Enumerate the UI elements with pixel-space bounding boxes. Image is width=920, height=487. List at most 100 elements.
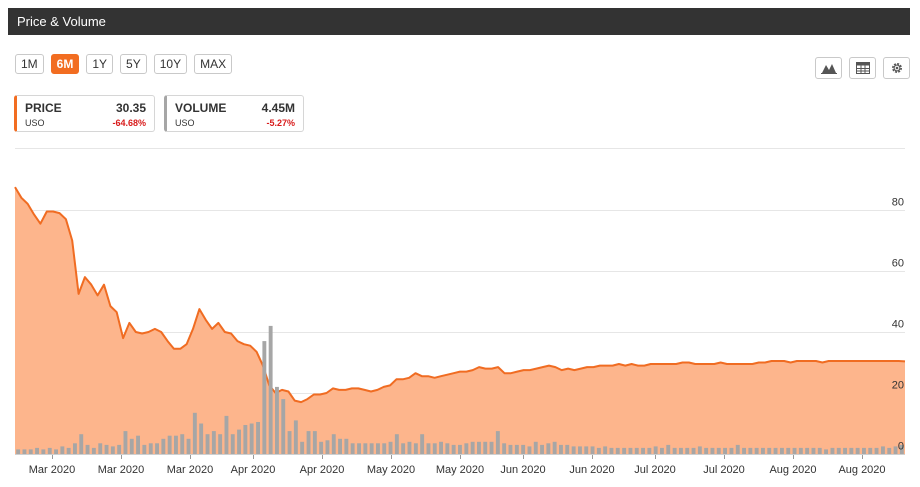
price-legend[interactable]: PRICE 30.35 USO -64.68% — [14, 95, 155, 132]
range-button-6m[interactable]: 6M — [50, 54, 80, 74]
volume-bar — [679, 447, 683, 454]
volume-bar — [773, 447, 778, 454]
volume-bar — [641, 447, 645, 454]
volume-bar — [47, 447, 52, 454]
volume-bar — [470, 441, 475, 454]
chart-type-button[interactable] — [815, 57, 842, 79]
volume-bar — [237, 429, 241, 454]
volume-bar — [413, 443, 418, 454]
x-tick-label: Apr 2020 — [300, 464, 345, 476]
volume-bar — [798, 447, 803, 454]
data-table-button[interactable] — [849, 57, 876, 79]
panel-title: Price & Volume — [17, 14, 106, 29]
volume-bar — [117, 444, 122, 454]
volume-bar — [129, 438, 134, 455]
volume-bar — [401, 443, 406, 454]
volume-bar — [388, 441, 393, 454]
volume-bar — [521, 444, 526, 454]
x-tick-label: Jul 2020 — [703, 464, 745, 476]
volume-bar — [735, 444, 740, 454]
volume-bar — [767, 447, 772, 454]
volume-bar — [477, 441, 481, 454]
volume-bar — [628, 447, 633, 454]
volume-bar — [805, 447, 810, 454]
volume-bar — [754, 447, 759, 454]
volume-bar — [338, 438, 342, 455]
volume-bar — [685, 447, 690, 454]
volume-bar — [155, 443, 159, 454]
volume-bar — [104, 444, 109, 454]
volume-bar — [761, 447, 765, 454]
volume-bar — [887, 447, 892, 454]
volume-bar — [41, 449, 46, 454]
y-tick-label: 0 — [898, 441, 904, 453]
volume-bar — [243, 425, 248, 454]
x-tick-label: May 2020 — [436, 464, 484, 476]
y-tick-label: 80 — [892, 197, 904, 209]
volume-bar — [287, 431, 292, 454]
volume-bar — [786, 447, 791, 454]
volume-legend[interactable]: VOLUME 4.45M USO -5.27% — [164, 95, 304, 132]
volume-bar — [16, 449, 21, 454]
volume-bar — [420, 434, 425, 454]
volume-bar — [697, 446, 702, 454]
volume-bar — [344, 438, 349, 455]
volume-bar — [369, 443, 374, 454]
range-button-5y[interactable]: 5Y — [120, 54, 147, 74]
gear-icon — [891, 63, 902, 73]
volume-bar — [824, 449, 828, 454]
x-tick-label: Mar 2020 — [29, 464, 75, 476]
volume-bar — [666, 444, 671, 454]
volume-bar — [110, 446, 115, 454]
volume-bar — [540, 444, 544, 454]
volume-bar — [325, 440, 330, 454]
volume-bar — [312, 431, 317, 454]
volume-bar — [691, 447, 696, 454]
volume-bar — [180, 434, 185, 454]
y-tick-label: 40 — [892, 319, 904, 331]
volume-bar — [502, 443, 507, 454]
volume-bar — [28, 449, 33, 454]
range-button-1m[interactable]: 1M — [15, 54, 44, 74]
volume-bar — [559, 444, 563, 454]
volume-bar — [451, 444, 456, 454]
volume-bar — [319, 441, 324, 454]
range-button-1y[interactable]: 1Y — [86, 54, 114, 74]
volume-bar — [836, 447, 841, 454]
volume-bar — [881, 446, 885, 454]
volume-bar — [533, 441, 538, 454]
volume-bar — [716, 447, 721, 454]
volume-bar — [514, 444, 519, 454]
price-legend-change: -64.68% — [112, 118, 146, 128]
volume-bar — [464, 443, 469, 454]
volume-bar — [603, 446, 608, 454]
range-button-10y[interactable]: 10Y — [153, 54, 188, 74]
volume-bar — [161, 438, 166, 455]
volume-bar — [357, 443, 361, 454]
volume-bar — [710, 447, 715, 454]
x-tick-label: Apr 2020 — [231, 464, 276, 476]
volume-bar — [527, 446, 532, 454]
price-area — [15, 187, 905, 454]
volume-legend-change: -5.27% — [266, 118, 295, 128]
range-selector: 1M 6M 1Y 5Y 10Y MAX — [15, 54, 233, 74]
volume-bar — [817, 447, 822, 454]
price-line — [14, 186, 906, 404]
range-button-max[interactable]: MAX — [194, 54, 233, 74]
volume-bar — [811, 447, 816, 454]
volume-bar — [275, 386, 279, 454]
volume-legend-symbol: USO — [175, 118, 195, 128]
volume-bar — [653, 446, 658, 454]
volume-bar — [862, 447, 866, 454]
y-tick-label: 60 — [892, 258, 904, 270]
volume-bar — [230, 434, 235, 454]
volume-bar — [660, 447, 664, 454]
settings-button[interactable] — [883, 57, 910, 79]
volume-bar — [123, 431, 128, 454]
volume-bar — [22, 449, 27, 454]
volume-bar — [136, 435, 140, 454]
price-legend-symbol: USO — [25, 118, 45, 128]
volume-bar — [331, 434, 336, 454]
volume-bar — [565, 444, 570, 454]
